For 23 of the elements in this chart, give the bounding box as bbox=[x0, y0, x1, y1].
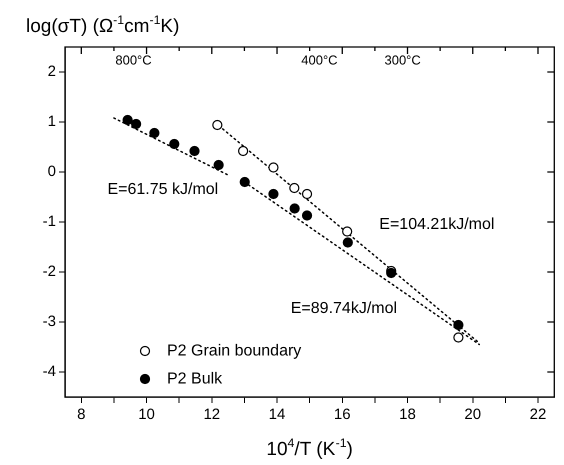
annotation: 400°C bbox=[301, 52, 338, 68]
annotation: 800°C bbox=[115, 52, 152, 68]
y-tick-label: 1 bbox=[48, 113, 56, 130]
annotation: 300°C bbox=[384, 52, 421, 68]
x-tick-label: 22 bbox=[530, 406, 546, 424]
x-tick-label: 12 bbox=[203, 406, 220, 424]
x-tick-label: 18 bbox=[399, 406, 416, 424]
annotation: E=61.75 kJ/mol bbox=[107, 181, 218, 198]
x-tick-label: 20 bbox=[464, 406, 482, 424]
y-tick-label: 2 bbox=[48, 63, 56, 80]
y-tick-label: -1 bbox=[42, 213, 56, 230]
y-tick-label: -2 bbox=[42, 263, 56, 280]
y-tick-label: -3 bbox=[42, 313, 56, 330]
legend-label: P2 Bulk bbox=[167, 370, 224, 388]
x-tick-label: 10 bbox=[138, 406, 155, 424]
legend-label: P2 Grain boundary bbox=[167, 342, 302, 360]
y-tick-label: 0 bbox=[48, 163, 56, 180]
x-tick-label: 8 bbox=[77, 406, 86, 424]
y-tick-label: -4 bbox=[42, 363, 56, 380]
annotation: E=104.21kJ/mol bbox=[379, 216, 494, 233]
x-tick-label: 14 bbox=[268, 406, 286, 424]
annotation: E=89.74kJ/mol bbox=[290, 300, 398, 317]
x-tick-label: 16 bbox=[334, 406, 351, 424]
